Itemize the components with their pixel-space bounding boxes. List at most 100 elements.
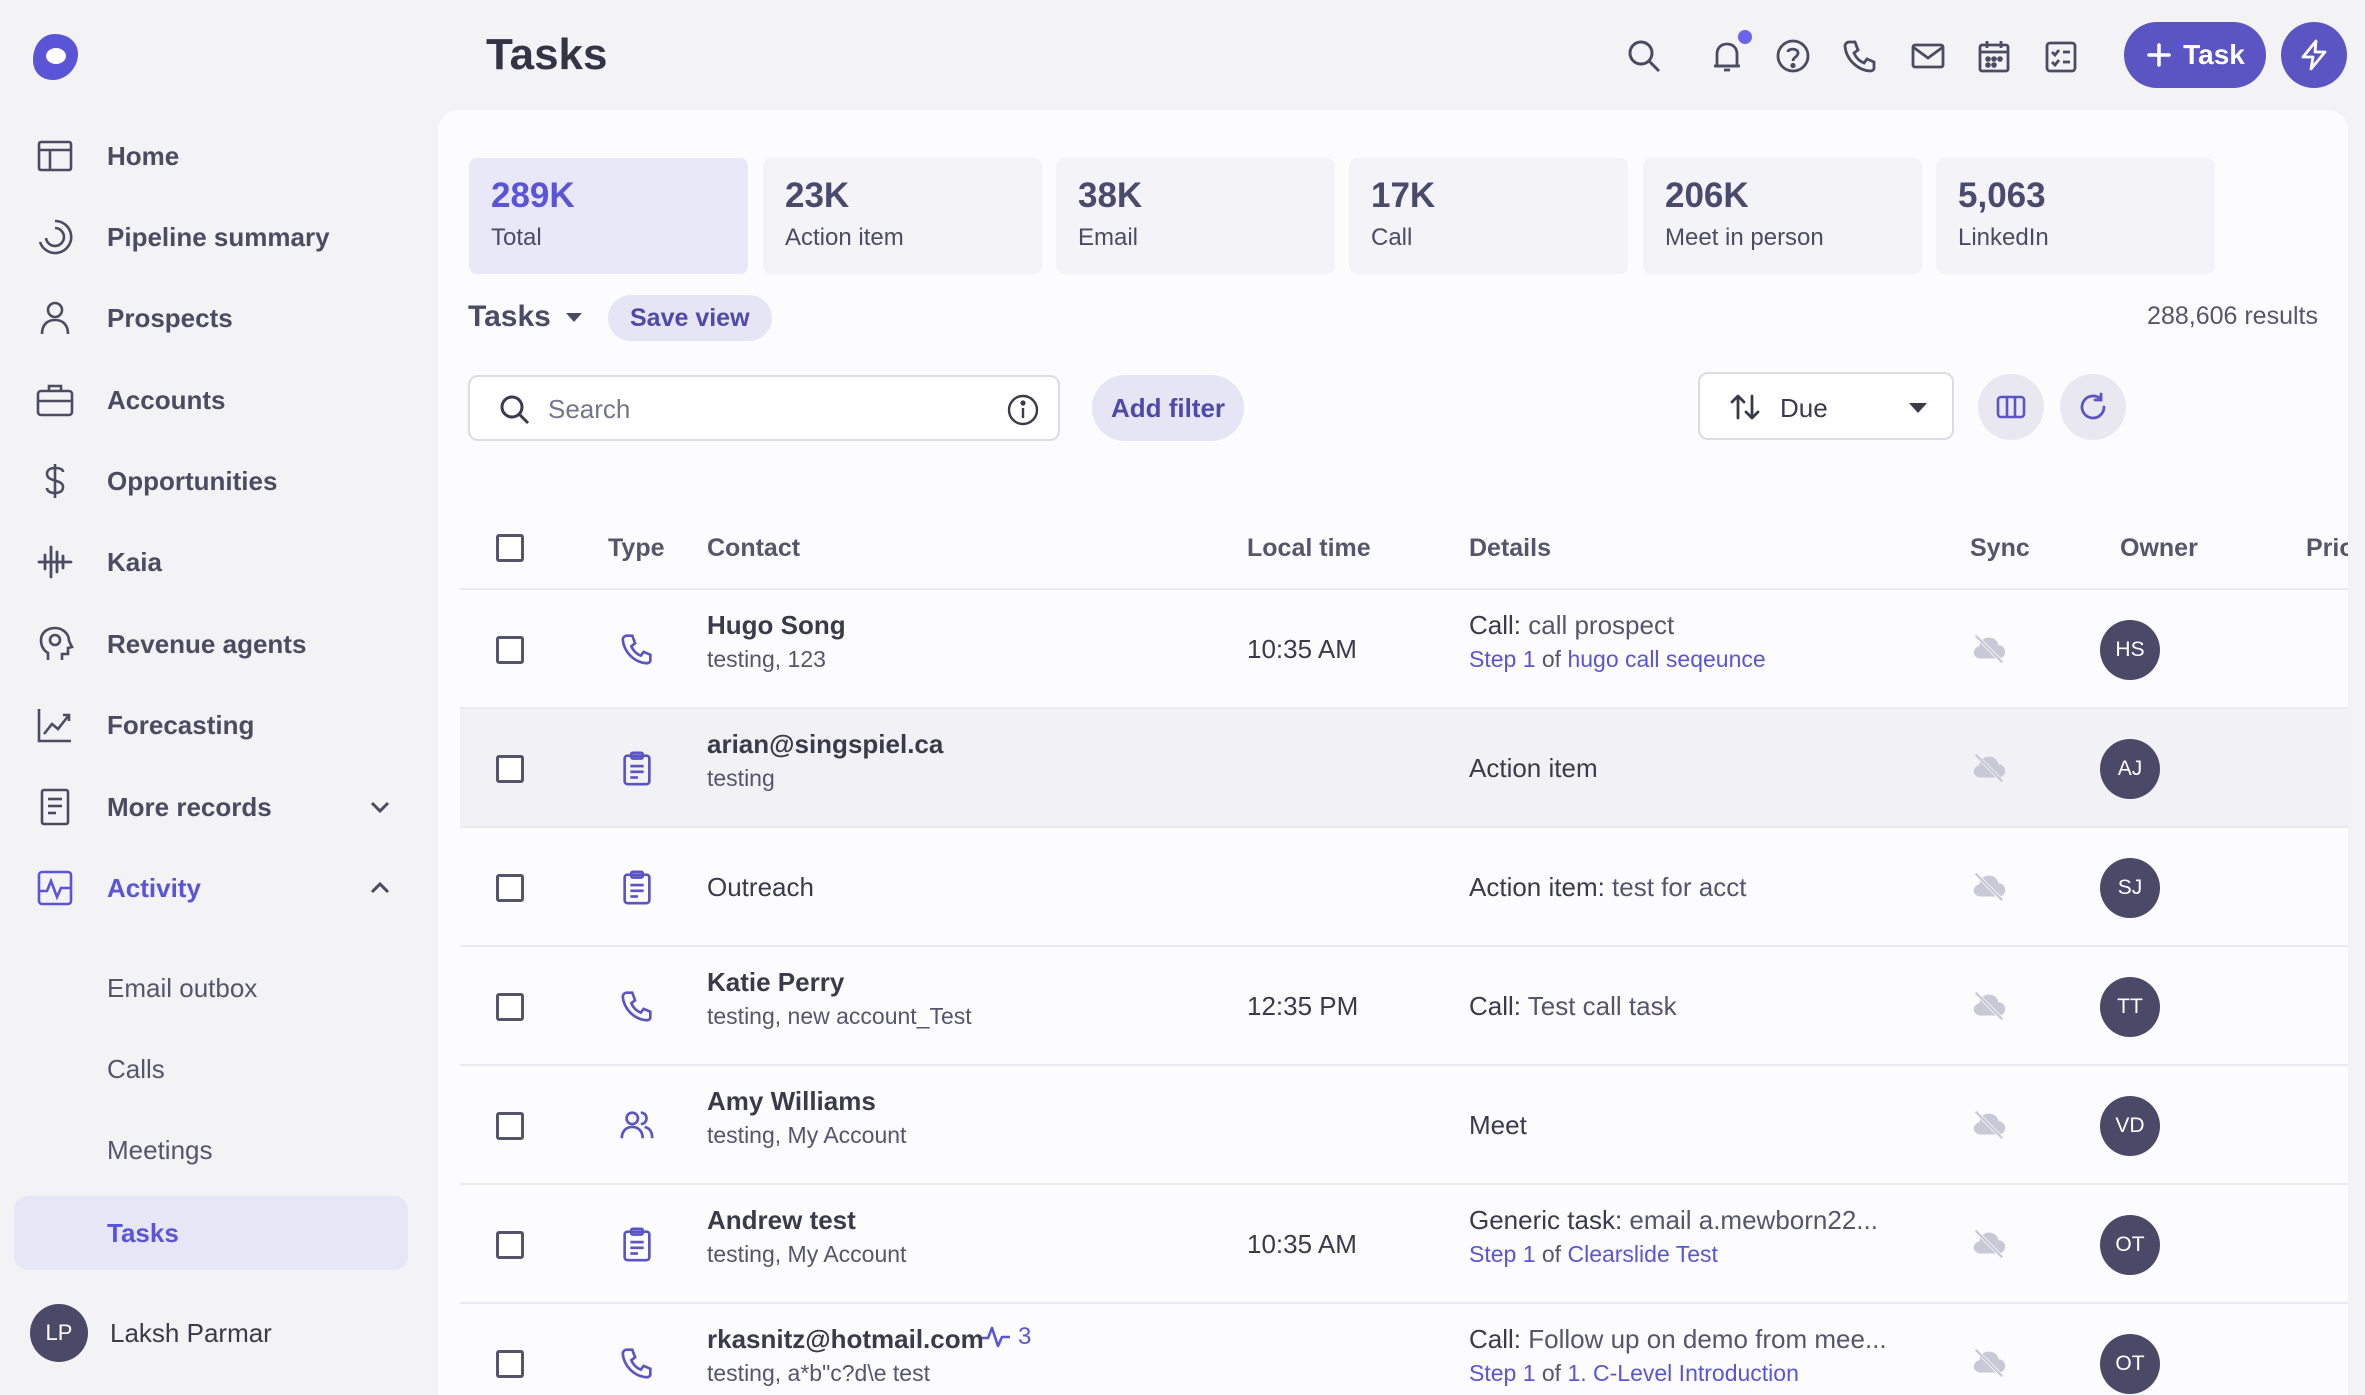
owner-avatar[interactable]: OT [2100, 1215, 2160, 1275]
column-header-owner[interactable]: Owner [2120, 534, 2198, 562]
phone-icon[interactable] [1840, 36, 1880, 76]
table-row[interactable]: Hugo Song testing, 123 10:35 AM Call: ca… [460, 590, 2348, 709]
save-view-button[interactable]: Save view [608, 295, 772, 341]
sidebar-subitem-email-outbox[interactable]: Email outbox [14, 951, 408, 1025]
sort-dropdown[interactable]: Due [1698, 372, 1954, 440]
chevron-down-icon[interactable] [366, 793, 394, 821]
person-icon [40, 301, 70, 335]
sidebar-item-revenue-agents[interactable]: Revenue agents [14, 607, 408, 681]
contact-name[interactable]: Outreach [707, 872, 814, 902]
row-checkbox[interactable] [496, 874, 524, 902]
contact-name[interactable]: Katie Perry [707, 967, 845, 997]
row-checkbox[interactable] [496, 755, 524, 783]
sidebar-subitem-tasks[interactable]: Tasks [14, 1196, 408, 1270]
sidebar-subitem-meetings[interactable]: Meetings [14, 1113, 408, 1187]
view-selector[interactable]: Tasks [468, 300, 585, 334]
column-header-contact[interactable]: Contact [707, 534, 801, 562]
column-header-local-time[interactable]: Local time [1247, 534, 1371, 562]
task-detail[interactable]: Call: Test call task [1469, 991, 1677, 1021]
table-row[interactable]: arian@singspiel.ca testing Action item A… [460, 709, 2348, 828]
pulse-icon [982, 1326, 1010, 1348]
search-input[interactable] [548, 389, 978, 429]
add-filter-button[interactable]: Add filter [1092, 375, 1244, 441]
row-checkbox[interactable] [496, 636, 524, 664]
contact-name[interactable]: Andrew test [707, 1205, 856, 1235]
table-row[interactable]: Katie Perry testing, new account_Test 12… [460, 947, 2348, 1066]
view-selector-label: Tasks [468, 300, 551, 333]
row-checkbox[interactable] [496, 1112, 524, 1140]
task-detail[interactable]: Call: Follow up on demo from mee... [1469, 1324, 1887, 1354]
search-icon[interactable] [1624, 36, 1664, 76]
dollar-icon [45, 464, 65, 498]
table-row[interactable]: Amy Williams testing, My Account Meet VD [460, 1066, 2348, 1185]
contact-name[interactable]: arian@singspiel.ca [707, 729, 944, 759]
sequence-step-link[interactable]: Step 1 of hugo call seqeunce [1469, 646, 1766, 672]
task-detail[interactable]: Generic task: email a.mewborn22... [1469, 1205, 1878, 1235]
contact-name[interactable]: Amy Williams [707, 1086, 876, 1116]
owner-avatar[interactable]: SJ [2100, 858, 2160, 918]
sidebar-item-more-records[interactable]: More records [14, 770, 408, 844]
select-all-checkbox[interactable] [496, 534, 524, 562]
task-detail[interactable]: Call: call prospect [1469, 610, 1675, 640]
table-row[interactable]: Outreach Action item: test for acct SJ [460, 828, 2348, 947]
calendar-icon[interactable] [1974, 36, 2014, 76]
stat-card-linkedin[interactable]: 5,063 LinkedIn [1936, 158, 2215, 274]
sidebar-item-pipeline-summary[interactable]: Pipeline summary [14, 200, 408, 274]
user-profile[interactable]: LP Laksh Parmar [30, 1304, 272, 1362]
sidebar-item-forecasting[interactable]: Forecasting [14, 688, 408, 762]
row-checkbox[interactable] [496, 1350, 524, 1378]
mail-icon[interactable] [1908, 36, 1948, 76]
stat-card-meet-in-person[interactable]: 206K Meet in person [1643, 158, 1922, 274]
chevron-up-icon[interactable] [366, 874, 394, 902]
sequence-step-link[interactable]: Step 1 of 1. C-Level Introduction [1469, 1360, 1799, 1386]
task-detail[interactable]: Action item: test for acct [1469, 872, 1747, 902]
column-header-type[interactable]: Type [608, 534, 665, 562]
sidebar-item-label: Pipeline summary [107, 221, 330, 252]
column-header-details[interactable]: Details [1469, 534, 1551, 562]
contact-name[interactable]: Hugo Song [707, 610, 846, 640]
sequence-activity-badge[interactable]: 3 [980, 1323, 1031, 1351]
owner-avatar[interactable]: OT [2100, 1334, 2160, 1394]
quick-actions-button[interactable] [2281, 22, 2347, 88]
sidebar-item-activity[interactable]: Activity [14, 851, 408, 925]
refresh-button[interactable] [2060, 374, 2126, 440]
owner-avatar[interactable]: VD [2100, 1096, 2160, 1156]
sequence-step-link[interactable]: Step 1 of Clearslide Test [1469, 1241, 1718, 1267]
sidebar-item-kaia[interactable]: Kaia [14, 525, 408, 599]
sidebar-item-label: Activity [107, 872, 201, 903]
task-detail[interactable]: Meet [1469, 1110, 1527, 1140]
owner-avatar[interactable]: HS [2100, 620, 2160, 680]
table-row[interactable]: rkasnitz@hotmail.com 3 testing, a*b"c?d\… [460, 1304, 2348, 1395]
columns-button[interactable] [1978, 374, 2044, 440]
row-checkbox[interactable] [496, 1231, 524, 1259]
notification-dot [1738, 30, 1752, 44]
help-icon[interactable] [1773, 36, 1813, 76]
sidebar-item-opportunities[interactable]: Opportunities [14, 444, 408, 518]
local-time: 12:35 PM [1247, 991, 1359, 1021]
sidebar-item-home[interactable]: Home [14, 119, 408, 193]
sidebar-item-accounts[interactable]: Accounts [14, 363, 408, 437]
column-header-priority[interactable]: Priori [2306, 534, 2348, 562]
add-task-button[interactable]: Task [2124, 22, 2266, 88]
task-detail[interactable]: Action item [1469, 753, 1598, 783]
stat-card-total[interactable]: 289K Total [469, 158, 748, 274]
owner-avatar[interactable]: TT [2100, 977, 2160, 1037]
stat-card-call[interactable]: 17K Call [1349, 158, 1628, 274]
table-row[interactable]: Andrew test testing, My Account 10:35 AM… [460, 1185, 2348, 1304]
checklist-icon[interactable] [2041, 36, 2081, 76]
contact-name[interactable]: rkasnitz@hotmail.com [707, 1324, 984, 1354]
column-header-sync[interactable]: Sync [1970, 534, 2030, 562]
row-checkbox[interactable] [496, 993, 524, 1021]
cloud-off-icon [1973, 991, 2006, 1021]
bell-icon[interactable] [1707, 36, 1747, 76]
owner-avatar[interactable]: AJ [2100, 739, 2160, 799]
outreach-logo[interactable] [28, 30, 82, 84]
cloud-off-icon [1973, 753, 2006, 783]
stat-card-email[interactable]: 38K Email [1056, 158, 1335, 274]
sidebar-subitem-calls[interactable]: Calls [14, 1032, 408, 1106]
caret-down-icon [565, 313, 582, 322]
stat-card-action-item[interactable]: 23K Action item [763, 158, 1042, 274]
sidebar-item-prospects[interactable]: Prospects [14, 281, 408, 355]
info-icon[interactable] [1006, 393, 1040, 427]
phone-icon [621, 1348, 652, 1379]
